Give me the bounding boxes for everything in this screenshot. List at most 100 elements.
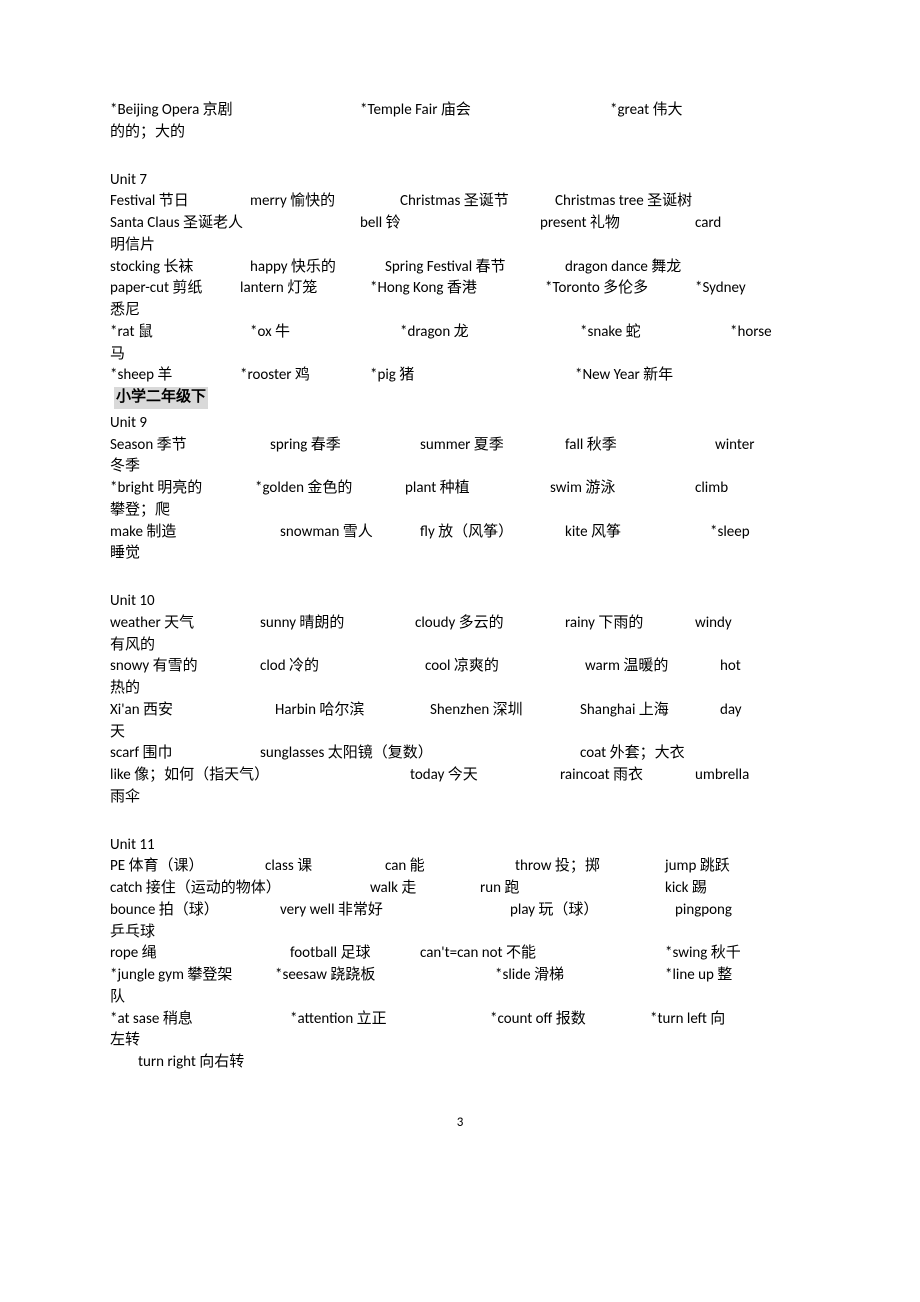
vocab-entry: Shanghai 上海 <box>580 700 720 722</box>
vocab-entry: day <box>720 700 760 722</box>
vocab-entry: card <box>695 213 745 235</box>
vocab-entry: winter <box>715 435 775 457</box>
vocab-entry: warm 温暖的 <box>585 656 720 678</box>
vocab-entry: class 课 <box>265 856 385 878</box>
vocab-continuation: 悉尼 <box>110 300 810 322</box>
vocab-entry: *seesaw 跷跷板 <box>275 965 495 987</box>
vocab-entry: snowman 雪人 <box>280 522 420 544</box>
vocab-row: like 像；如何（指天气）today 今天raincoat 雨衣umbrell… <box>110 765 810 787</box>
document-page: *Beijing Opera 京剧*Temple Fair 庙会*great 伟… <box>0 0 920 1193</box>
vocab-entry: cool 凉爽的 <box>425 656 585 678</box>
vocab-entry: can 能 <box>385 856 515 878</box>
vocab-entry: umbrella <box>695 765 765 787</box>
vocab-row: *sheep 羊*rooster 鸡*pig 猪*New Year 新年 <box>110 365 810 387</box>
vocab-entry: climb <box>695 478 755 500</box>
vocab-entry: *line up 整 <box>665 965 765 987</box>
vocab-entry: today 今天 <box>410 765 560 787</box>
vocab-entry: *Hong Kong 香港 <box>370 278 545 300</box>
vocab-entry: bell 铃 <box>360 213 540 235</box>
vocab-row: Xi'an 西安Harbin 哈尔滨Shenzhen 深圳Shanghai 上海… <box>110 700 810 722</box>
vocab-continuation: 热的 <box>110 678 810 700</box>
unit-heading: Unit 7 <box>110 170 810 192</box>
vocab-entry: *horse <box>730 322 790 344</box>
vocab-continuation: 睡觉 <box>110 543 810 565</box>
vocab-row: weather 天气sunny 晴朗的cloudy 多云的rainy 下雨的wi… <box>110 613 810 635</box>
vocab-entry: football 足球 <box>290 943 420 965</box>
vocab-entry: dragon dance 舞龙 <box>565 257 725 279</box>
vocab-entry: *rooster 鸡 <box>240 365 370 387</box>
vocab-entry: *Beijing Opera 京剧 <box>110 100 360 122</box>
grade-heading-highlight: 小学二年级下 <box>114 387 208 409</box>
vocab-continuation: 冬季 <box>110 456 810 478</box>
vocab-row: snowy 有雪的clod 冷的cool 凉爽的warm 温暖的hot <box>110 656 810 678</box>
vocab-entry: kite 风筝 <box>565 522 710 544</box>
vocab-entry: summer 夏季 <box>420 435 565 457</box>
vocab-row: *at sase 稍息*attention 立正*count off 报数*tu… <box>110 1009 810 1031</box>
vocab-entry: Spring Festival 春节 <box>385 257 565 279</box>
vocab-entry: Shenzhen 深圳 <box>430 700 580 722</box>
vocab-entry: *count off 报数 <box>490 1009 650 1031</box>
vocab-entry: make 制造 <box>110 522 280 544</box>
vocab-entry: very well 非常好 <box>280 900 510 922</box>
vocab-entry: Harbin 哈尔滨 <box>275 700 430 722</box>
vocab-entry: coat 外套；大衣 <box>580 743 760 765</box>
vocab-entry: *Toronto 多伦多 <box>545 278 695 300</box>
vocab-entry: fall 秋季 <box>565 435 715 457</box>
vocab-entry: run 跑 <box>480 878 665 900</box>
vocab-entry: *snake 蛇 <box>580 322 730 344</box>
vocab-continuation: 马 <box>110 344 810 366</box>
vocab-entry: *great 伟大 <box>610 100 760 122</box>
vocab-entry: like 像；如何（指天气） <box>110 765 410 787</box>
vocab-entry: *New Year 新年 <box>575 365 715 387</box>
vocab-entry: bounce 拍（球） <box>110 900 280 922</box>
vocab-entry: *Temple Fair 庙会 <box>360 100 610 122</box>
vocab-entry: Xi'an 西安 <box>110 700 275 722</box>
vocab-row: stocking 长袜happy 快乐的Spring Festival 春节dr… <box>110 257 810 279</box>
vocab-entry: sunglasses 太阳镜（复数） <box>260 743 580 765</box>
vocab-row: Santa Claus 圣诞老人bell 铃present 礼物card <box>110 213 810 235</box>
vocab-entry: swim 游泳 <box>550 478 695 500</box>
vocab-entry: Christmas tree 圣诞树 <box>555 191 725 213</box>
vocab-entry: Christmas 圣诞节 <box>400 191 555 213</box>
vocab-entry: *ox 牛 <box>250 322 400 344</box>
vocab-entry: pingpong <box>675 900 755 922</box>
vocab-entry: happy 快乐的 <box>250 257 385 279</box>
vocab-row: scarf 围巾sunglasses 太阳镜（复数）coat 外套；大衣 <box>110 743 810 765</box>
vocab-entry: snowy 有雪的 <box>110 656 260 678</box>
vocab-entry: PE 体育（课） <box>110 856 265 878</box>
vocab-row: turn right 向右转 <box>110 1052 810 1074</box>
vocab-continuation: 天 <box>110 722 810 744</box>
vocab-row: catch 接住（运动的物体）walk 走run 跑kick 踢 <box>110 878 810 900</box>
vocab-row: Season 季节spring 春季summer 夏季fall 秋季winter <box>110 435 810 457</box>
vocab-entry: *dragon 龙 <box>400 322 580 344</box>
vocab-entry: paper-cut 剪纸 <box>110 278 240 300</box>
vocab-row: rope 绳football 足球can't=can not 不能*swing … <box>110 943 810 965</box>
vocab-entry: *pig 猪 <box>370 365 575 387</box>
unit-heading: Unit 9 <box>110 413 810 435</box>
vocab-entry: *turn left 向 <box>650 1009 760 1031</box>
vocab-continuation: 的的；大的 <box>110 122 810 144</box>
vocab-entry: *at sase 稍息 <box>110 1009 290 1031</box>
vocab-row: bounce 拍（球）very well 非常好play 玩（球）pingpon… <box>110 900 810 922</box>
vocab-entry: *rat 鼠 <box>110 322 250 344</box>
vocab-entry: rope 绳 <box>110 943 290 965</box>
vocab-continuation: 雨伞 <box>110 787 810 809</box>
vocab-entry: present 礼物 <box>540 213 695 235</box>
vocab-entry: *jungle gym 攀登架 <box>110 965 275 987</box>
vocab-continuation: 队 <box>110 987 810 1009</box>
vocab-entry: fly 放（风筝） <box>420 522 565 544</box>
vocab-entry: *Sydney <box>695 278 765 300</box>
vocab-continuation: 有风的 <box>110 635 810 657</box>
vocab-row: *bright 明亮的*golden 金色的plant 种植swim 游泳cli… <box>110 478 810 500</box>
vocab-entry: raincoat 雨衣 <box>560 765 695 787</box>
unit-heading: Unit 11 <box>110 835 810 857</box>
vocab-entry: *slide 滑梯 <box>495 965 665 987</box>
vocab-entry: Season 季节 <box>110 435 270 457</box>
vocab-continuation: 攀登；爬 <box>110 500 810 522</box>
vocab-entry: *bright 明亮的 <box>110 478 255 500</box>
vocab-entry: play 玩（球） <box>510 900 675 922</box>
vocab-entry: spring 春季 <box>270 435 420 457</box>
vocab-entry: clod 冷的 <box>260 656 425 678</box>
vocab-row: PE 体育（课）class 课can 能throw 投；掷jump 跳跃 <box>110 856 810 878</box>
vocab-continuation: 乒乓球 <box>110 922 810 944</box>
